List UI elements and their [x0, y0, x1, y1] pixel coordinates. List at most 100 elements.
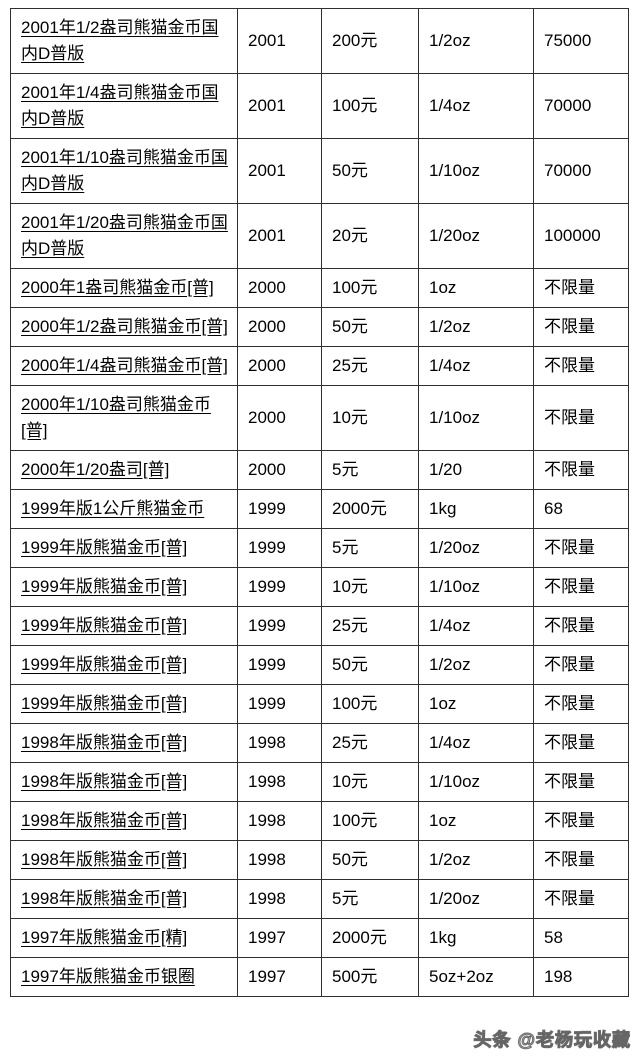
weight-cell: 1/4oz — [418, 346, 534, 386]
coin-table-body: 2001年1/2盎司熊猫金币国内D普版 2001 200元 1/2oz 75000 200… — [10, 8, 629, 997]
table-row: 2001年1/20盎司熊猫金币国内D普版 2001 20元 1/20oz 100000 — [10, 203, 629, 269]
toutiao-watermark: 头条 @老杨玩收藏 — [473, 1030, 631, 1051]
coin-name-link[interactable]: 2000年1/10盎司熊猫金币[普] — [21, 395, 211, 440]
name-cell: 1997年版熊猫金币[精] — [10, 918, 238, 958]
weight-cell: 1/2oz — [418, 840, 534, 880]
denomination-cell: 50元 — [321, 307, 419, 347]
name-cell: 2001年1/2盎司熊猫金币国内D普版 — [10, 8, 238, 74]
weight-cell: 1/20 — [418, 450, 534, 490]
coin-name-link[interactable]: 1999年版1公斤熊猫金币 — [21, 499, 205, 518]
coin-name-link[interactable]: 1999年版熊猫金币[普] — [21, 655, 188, 674]
name-cell: 1999年版1公斤熊猫金币 — [10, 489, 238, 529]
coin-name-link[interactable]: 1998年版熊猫金币[普] — [21, 772, 188, 791]
denomination-cell: 2000元 — [321, 918, 419, 958]
weight-cell: 1oz — [418, 684, 534, 724]
coin-name-link[interactable]: 2000年1盎司熊猫金币[普] — [21, 278, 214, 297]
table-row: 1999年版熊猫金币[普] 1999 5元 1/20oz 不限量 — [10, 528, 629, 568]
year-cell: 1997 — [237, 918, 322, 958]
table-row: 2001年1/2盎司熊猫金币国内D普版 2001 200元 1/2oz 75000 — [10, 8, 629, 74]
mintage-cell: 不限量 — [533, 567, 629, 607]
table-row: 1997年版熊猫金币银圈 1997 500元 5oz+2oz 198 — [10, 957, 629, 997]
name-cell: 2001年1/10盎司熊猫金币国内D普版 — [10, 138, 238, 204]
mintage-cell: 不限量 — [533, 879, 629, 919]
name-cell: 1999年版熊猫金币[普] — [10, 606, 238, 646]
weight-cell: 1/20oz — [418, 528, 534, 568]
name-cell: 1999年版熊猫金币[普] — [10, 645, 238, 685]
table-row: 1999年版1公斤熊猫金币 1999 2000元 1kg 68 — [10, 489, 629, 529]
year-cell: 1998 — [237, 801, 322, 841]
mintage-cell: 不限量 — [533, 528, 629, 568]
table-row: 1998年版熊猫金币[普] 1998 10元 1/10oz 不限量 — [10, 762, 629, 802]
coin-name-link[interactable]: 1998年版熊猫金币[普] — [21, 733, 188, 752]
year-cell: 1999 — [237, 645, 322, 685]
coin-name-link[interactable]: 1998年版熊猫金币[普] — [21, 811, 188, 830]
coin-name-link[interactable]: 2001年1/4盎司熊猫金币国内D普版 — [21, 83, 219, 128]
mintage-cell: 不限量 — [533, 723, 629, 763]
denomination-cell: 10元 — [321, 385, 419, 451]
year-cell: 1999 — [237, 528, 322, 568]
name-cell: 1999年版熊猫金币[普] — [10, 528, 238, 568]
name-cell: 1998年版熊猫金币[普] — [10, 840, 238, 880]
coin-name-link[interactable]: 2001年1/2盎司熊猫金币国内D普版 — [21, 18, 219, 63]
denomination-cell: 5元 — [321, 528, 419, 568]
coin-name-link[interactable]: 1999年版熊猫金币[普] — [21, 616, 188, 635]
coin-name-link[interactable]: 2001年1/10盎司熊猫金币国内D普版 — [21, 148, 228, 193]
coin-name-link[interactable]: 2000年1/2盎司熊猫金币[普] — [21, 317, 228, 336]
weight-cell: 1/4oz — [418, 606, 534, 646]
name-cell: 2001年1/20盎司熊猫金币国内D普版 — [10, 203, 238, 269]
year-cell: 1999 — [237, 489, 322, 529]
year-cell: 1999 — [237, 684, 322, 724]
weight-cell: 1/4oz — [418, 73, 534, 139]
denomination-cell: 100元 — [321, 684, 419, 724]
mintage-cell: 不限量 — [533, 268, 629, 308]
coin-name-link[interactable]: 1999年版熊猫金币[普] — [21, 538, 188, 557]
name-cell: 2000年1/10盎司熊猫金币[普] — [10, 385, 238, 451]
year-cell: 1998 — [237, 879, 322, 919]
weight-cell: 1/10oz — [418, 762, 534, 802]
mintage-cell: 不限量 — [533, 450, 629, 490]
weight-cell: 5oz+2oz — [418, 957, 534, 997]
weight-cell: 1/20oz — [418, 879, 534, 919]
mintage-cell: 198 — [533, 957, 629, 997]
coin-name-link[interactable]: 1999年版熊猫金币[普] — [21, 577, 188, 596]
panda-coin-table: 2001年1/2盎司熊猫金币国内D普版 2001 200元 1/2oz 75000 200… — [10, 8, 629, 997]
denomination-cell: 2000元 — [321, 489, 419, 529]
year-cell: 1999 — [237, 606, 322, 646]
name-cell: 2000年1/2盎司熊猫金币[普] — [10, 307, 238, 347]
mintage-cell: 不限量 — [533, 801, 629, 841]
denomination-cell: 500元 — [321, 957, 419, 997]
mintage-cell: 58 — [533, 918, 629, 958]
coin-name-link[interactable]: 1997年版熊猫金币银圈 — [21, 967, 195, 986]
name-cell: 1999年版熊猫金币[普] — [10, 684, 238, 724]
year-cell: 2001 — [237, 73, 322, 139]
weight-cell: 1/10oz — [418, 138, 534, 204]
name-cell: 2001年1/4盎司熊猫金币国内D普版 — [10, 73, 238, 139]
name-cell: 1998年版熊猫金币[普] — [10, 801, 238, 841]
weight-cell: 1oz — [418, 268, 534, 308]
denomination-cell: 5元 — [321, 879, 419, 919]
year-cell: 2001 — [237, 138, 322, 204]
denomination-cell: 5元 — [321, 450, 419, 490]
denomination-cell: 50元 — [321, 138, 419, 204]
table-row: 1998年版熊猫金币[普] 1998 25元 1/4oz 不限量 — [10, 723, 629, 763]
year-cell: 1999 — [237, 567, 322, 607]
coin-name-link[interactable]: 1997年版熊猫金币[精] — [21, 928, 188, 947]
coin-name-link[interactable]: 2000年1/20盎司[普] — [21, 460, 170, 479]
table-row: 1998年版熊猫金币[普] 1998 50元 1/2oz 不限量 — [10, 840, 629, 880]
coin-name-link[interactable]: 2001年1/20盎司熊猫金币国内D普版 — [21, 213, 228, 258]
coin-name-link[interactable]: 2000年1/4盎司熊猫金币[普] — [21, 356, 228, 375]
weight-cell: 1kg — [418, 918, 534, 958]
table-row: 2000年1盎司熊猫金币[普] 2000 100元 1oz 不限量 — [10, 268, 629, 308]
denomination-cell: 10元 — [321, 762, 419, 802]
coin-name-link[interactable]: 1998年版熊猫金币[普] — [21, 850, 188, 869]
table-row: 1999年版熊猫金币[普] 1999 25元 1/4oz 不限量 — [10, 606, 629, 646]
year-cell: 1998 — [237, 840, 322, 880]
weight-cell: 1/10oz — [418, 567, 534, 607]
coin-name-link[interactable]: 1999年版熊猫金币[普] — [21, 694, 188, 713]
weight-cell: 1/20oz — [418, 203, 534, 269]
coin-name-link[interactable]: 1998年版熊猫金币[普] — [21, 889, 188, 908]
year-cell: 2000 — [237, 346, 322, 386]
mintage-cell: 75000 — [533, 8, 629, 74]
table-row: 2001年1/10盎司熊猫金币国内D普版 2001 50元 1/10oz 70000 — [10, 138, 629, 204]
year-cell: 1997 — [237, 957, 322, 997]
